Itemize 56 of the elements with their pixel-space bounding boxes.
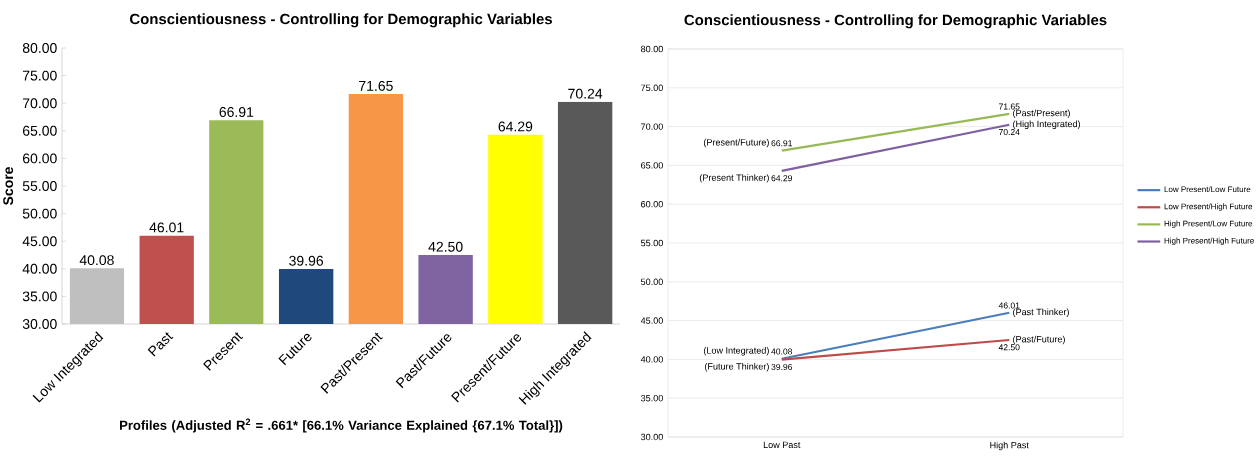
y-tick-label: 65.00	[641, 162, 663, 169]
chart-title: Conscientiousness - Controlling for Demographic Variables	[684, 14, 1107, 29]
annotation: (Past/Future)	[1013, 335, 1065, 345]
data-label: 70.24	[568, 88, 603, 99]
y-tick-label: 40.00	[640, 356, 663, 363]
y-tick-label: 65.00	[22, 125, 57, 136]
annotation: (High Integrated)	[1013, 120, 1080, 129]
data-label: 66.91	[219, 107, 254, 117]
y-tick-label: 75.00	[641, 84, 663, 91]
data-label: 64.29	[498, 121, 533, 132]
data-label: 42.50	[998, 344, 1020, 351]
x-tick-label: High Past	[990, 441, 1029, 451]
data-label: 46.01	[998, 302, 1020, 309]
data-label: 71.65	[999, 103, 1020, 110]
legend-label: Low Present/High Future	[1164, 203, 1253, 211]
y-tick-label: 60.00	[641, 200, 663, 208]
legend-label: High Present/Low Future	[1164, 220, 1253, 228]
data-label: 40.08	[79, 255, 114, 266]
annotation: (Low Integrated)	[703, 347, 769, 356]
chart-title: Conscientiousness - Controlling for Demographic Variables	[130, 13, 553, 28]
y-tick-label: 60.00	[22, 153, 57, 164]
legend-label: High Present/High Future	[1164, 237, 1254, 246]
annotation: (Future Thinker)	[704, 362, 769, 372]
data-label: 39.96	[771, 363, 793, 371]
y-tick-label: 50.00	[640, 278, 663, 285]
y-tick-label: 45.00	[640, 317, 663, 324]
annotation: (Present/Future)	[703, 138, 769, 148]
annotation: (Present Thinker)	[699, 174, 769, 183]
data-label: 70.24	[999, 129, 1020, 136]
annotation: (Past Thinker)	[1013, 308, 1069, 317]
y-tick-label: 80.00	[641, 45, 663, 53]
annotation: (Past/Present)	[1013, 109, 1070, 119]
data-label: 64.29	[771, 175, 793, 182]
y-tick-label: 35.00	[22, 291, 57, 302]
y-tick-label: 55.00	[22, 181, 57, 191]
x-tick-label: Low Past	[763, 441, 801, 449]
data-label: 39.96	[289, 255, 324, 266]
y-tick-label: 55.00	[640, 239, 663, 247]
y-tick-label: 70.00	[22, 98, 57, 109]
x-axis-title: Profiles (Adjusted R$^{2}$ = .661* [66.1% Variance Explained {67.1% Total}])	[120, 418, 563, 433]
y-tick-label: 45.00	[22, 236, 57, 247]
y-tick-label: 75.00	[22, 70, 57, 81]
legend-label: Low Present/Low Future	[1164, 186, 1251, 193]
y-tick-label: 30.00	[640, 433, 663, 441]
y-tick-label: 35.00	[640, 394, 663, 402]
data-label: 42.50	[428, 241, 463, 252]
y-tick-label: 80.00	[22, 43, 57, 53]
y-axis-title: Score	[3, 167, 14, 206]
y-tick-label: 30.00	[22, 319, 57, 329]
data-label: 40.08	[771, 348, 793, 355]
y-tick-label: 70.00	[641, 123, 663, 130]
data-label: 46.01	[149, 222, 184, 233]
data-label: 66.91	[771, 140, 793, 147]
y-tick-label: 50.00	[22, 208, 57, 219]
y-tick-label: 40.00	[22, 263, 57, 274]
data-label: 71.65	[359, 80, 393, 91]
